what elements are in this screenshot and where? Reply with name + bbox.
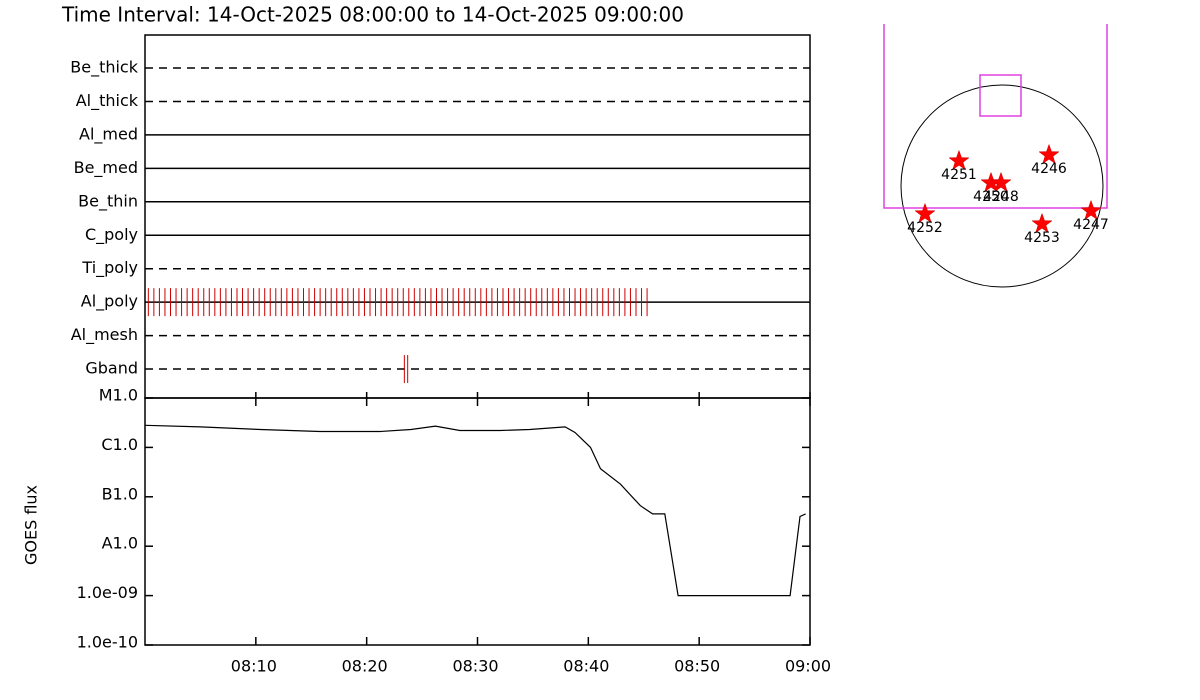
filter-label: Al_poly (81, 292, 138, 312)
field-of-view-small (979, 74, 1022, 117)
region-star (914, 202, 936, 224)
y-tick-label: 1.0e-10 (77, 633, 138, 652)
y-tick-label: C1.0 (101, 435, 138, 454)
field-of-view (883, 24, 1108, 209)
region-label: 4248 (983, 189, 1019, 205)
region-star (1031, 212, 1053, 234)
title: Time Interval: 14-Oct-2025 08:00:00 to 1… (61, 3, 684, 27)
region-label: 4252 (907, 220, 943, 236)
x-tick-label: 08:20 (342, 657, 388, 676)
y-tick-label: A1.0 (102, 534, 138, 553)
region-star (1080, 199, 1102, 221)
y-axis-label: GOES flux (22, 485, 41, 565)
x-tick-label: 08:40 (563, 657, 609, 676)
filter-label: Be_thick (70, 58, 138, 78)
region-label: 4246 (1031, 161, 1067, 177)
region-label: 4247 (1073, 217, 1109, 233)
filter-label: Al_mesh (71, 325, 138, 345)
x-tick-label: 09:00 (785, 657, 831, 676)
solar-disk (900, 84, 1104, 288)
filter-label: Ti_poly (81, 258, 138, 278)
filter-label: Al_thick (76, 91, 139, 111)
x-tick-label: 08:30 (452, 657, 498, 676)
filter-label: Be_thin (78, 191, 138, 211)
filter-label: C_poly (85, 225, 138, 245)
y-tick-label: M1.0 (99, 386, 138, 405)
x-tick-label: 08:50 (674, 657, 720, 676)
region-label: 4251 (941, 167, 977, 183)
region-label: 4250 (973, 189, 1009, 205)
region-star (990, 171, 1012, 193)
filter-label: Al_med (79, 124, 138, 144)
x-tick-label: 08:10 (231, 657, 277, 676)
region-star (948, 149, 970, 171)
region-star (1038, 143, 1060, 165)
filter-label: Be_med (74, 158, 138, 178)
goes-curve (144, 424, 806, 597)
region-label: 4253 (1024, 230, 1060, 246)
y-tick-label: 1.0e-09 (77, 583, 138, 602)
filter-label: Gband (85, 359, 138, 378)
y-tick-label: B1.0 (102, 484, 138, 503)
